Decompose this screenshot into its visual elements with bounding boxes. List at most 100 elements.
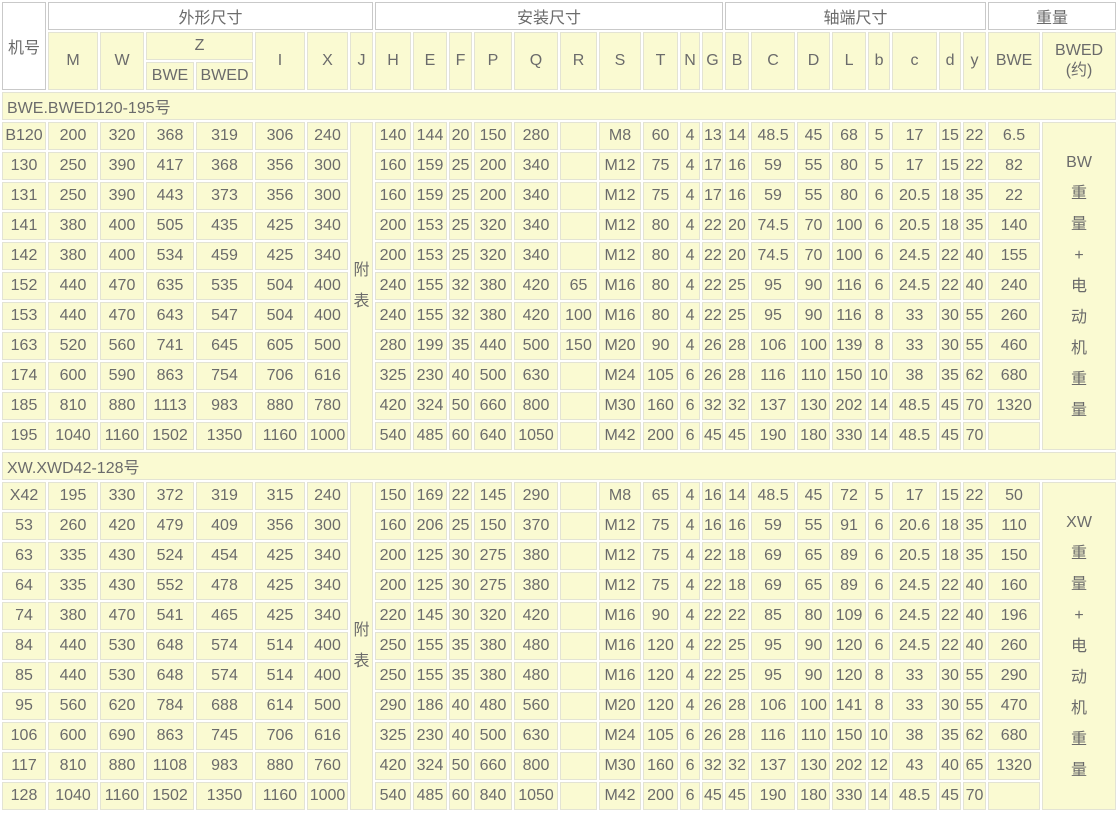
value-cell (560, 722, 598, 750)
value-cell: 25 (725, 302, 750, 330)
table-row: 64 335 430 552 478 425 340 200 125 30 275 380 M12 75 4… (2, 572, 1116, 600)
value-cell: 275 (474, 572, 513, 600)
value-cell: 69 (751, 542, 796, 570)
value-cell: 470 (100, 272, 144, 300)
table-row: 95 560 620 784 688 614 500 290 186 40 480 560 M20 120… (2, 692, 1116, 720)
value-cell: 169 (413, 482, 448, 510)
value-cell: 1502 (146, 782, 194, 810)
value-cell: 70 (797, 212, 831, 240)
value-cell: 17 (702, 182, 724, 210)
value-cell: 24.5 (892, 572, 938, 600)
value-cell: 22 (449, 482, 473, 510)
model-cell: 195 (2, 422, 46, 450)
value-cell: 320 (100, 122, 144, 150)
value-cell: 80 (832, 152, 867, 180)
value-cell: 470 (100, 602, 144, 630)
value-cell: 65 (643, 482, 679, 510)
value-cell: 45 (725, 422, 750, 450)
table-row: 130 250 390 417 368 356 300 160 159 25 200 340 M12 75… (2, 152, 1116, 180)
value-cell: 600 (48, 362, 98, 390)
value-cell: 33 (892, 692, 938, 720)
value-cell: 22 (963, 482, 987, 510)
value-cell: 5 (868, 482, 891, 510)
value-cell: 55 (963, 302, 987, 330)
value-cell: 130 (797, 752, 831, 780)
table-row: 106 600 690 863 745 706 616 325 230 40 500 630 M24 10… (2, 722, 1116, 750)
model-cell: 163 (2, 332, 46, 360)
value-cell: 22 (939, 632, 962, 660)
value-cell: 260 (988, 302, 1041, 330)
col-header-l: L (832, 32, 867, 90)
value-cell: 22 (702, 212, 724, 240)
model-cell: 84 (2, 632, 46, 660)
value-cell: 1113 (146, 392, 194, 420)
value-cell: M30 (599, 392, 642, 420)
value-cell: 340 (307, 242, 348, 270)
value-cell: 48.5 (892, 782, 938, 810)
value-cell: 75 (643, 182, 679, 210)
value-cell: 68 (832, 122, 867, 150)
value-cell: 91 (832, 512, 867, 540)
value-cell: 4 (680, 692, 701, 720)
value-cell: 420 (375, 752, 412, 780)
value-cell: 155 (413, 302, 448, 330)
value-cell: 230 (413, 362, 448, 390)
value-cell: 22 (988, 182, 1041, 210)
col-header-j: J (350, 32, 374, 90)
value-cell: 6 (868, 512, 891, 540)
value-cell: 425 (255, 542, 305, 570)
value-cell (988, 782, 1041, 810)
value-cell: 160 (643, 752, 679, 780)
value-cell: 4 (680, 572, 701, 600)
value-cell: 40 (449, 722, 473, 750)
value-cell: 306 (255, 122, 305, 150)
value-cell: 500 (474, 362, 513, 390)
value-cell: 20 (725, 242, 750, 270)
value-cell (560, 572, 598, 600)
value-cell: 4 (680, 602, 701, 630)
value-cell: 40 (449, 692, 473, 720)
value-cell: 18 (939, 512, 962, 540)
value-cell: M12 (599, 152, 642, 180)
value-cell: 425 (255, 242, 305, 270)
value-cell: 335 (48, 542, 98, 570)
col-header-weight-bwe: BWE (988, 32, 1041, 90)
section-title: XW.XWD42-128号 (2, 452, 1117, 480)
value-cell: 534 (146, 242, 194, 270)
value-cell: 500 (307, 332, 348, 360)
value-cell: 400 (307, 272, 348, 300)
model-cell: 64 (2, 572, 46, 600)
value-cell: 16 (702, 512, 724, 540)
value-cell: 20 (449, 122, 473, 150)
col-header-b-cap: B (725, 32, 750, 90)
value-cell: 110 (797, 722, 831, 750)
col-header-machine: 机号 (2, 2, 46, 90)
value-cell: 38 (892, 722, 938, 750)
value-cell: 290 (988, 662, 1041, 690)
value-cell: 95 (751, 662, 796, 690)
value-cell: 28 (725, 362, 750, 390)
value-cell: 24.5 (892, 602, 938, 630)
value-cell: 22 (939, 242, 962, 270)
value-cell: 1350 (196, 422, 253, 450)
value-cell: 480 (474, 692, 513, 720)
value-cell: 541 (146, 602, 194, 630)
value-cell: 95 (751, 272, 796, 300)
value-cell: 356 (255, 152, 305, 180)
value-cell: 90 (797, 302, 831, 330)
value-cell: 430 (100, 542, 144, 570)
value-cell: 100 (832, 212, 867, 240)
value-cell: 116 (751, 722, 796, 750)
group-header-shaft: 轴端尺寸 (725, 2, 987, 30)
value-cell: 95 (751, 302, 796, 330)
weight-note-cell: XW 重 量 + 电 动 机 重 量 (1042, 482, 1117, 810)
value-cell: 390 (100, 152, 144, 180)
value-cell (560, 122, 598, 150)
value-cell: 500 (514, 332, 559, 360)
value-cell: 202 (832, 752, 867, 780)
value-cell: 417 (146, 152, 194, 180)
value-cell: 30 (449, 542, 473, 570)
value-cell: 140 (375, 122, 412, 150)
value-cell: 514 (255, 632, 305, 660)
value-cell: 280 (514, 122, 559, 150)
